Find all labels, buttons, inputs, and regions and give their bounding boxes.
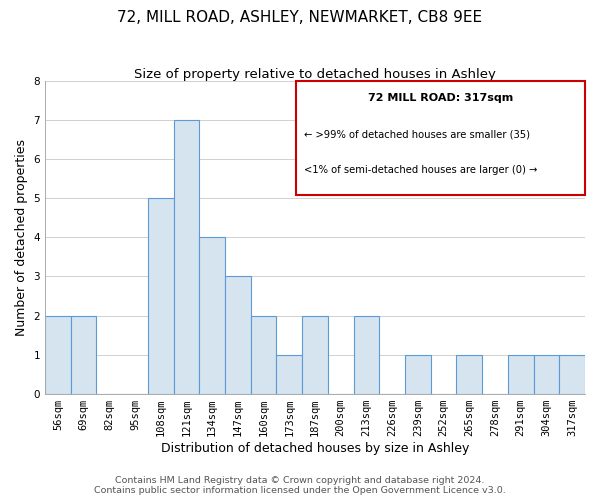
Bar xyxy=(457,355,482,394)
Text: 72 MILL ROAD: 317sqm: 72 MILL ROAD: 317sqm xyxy=(368,93,513,103)
Text: 72, MILL ROAD, ASHLEY, NEWMARKET, CB8 9EE: 72, MILL ROAD, ASHLEY, NEWMARKET, CB8 9E… xyxy=(118,10,482,25)
Bar xyxy=(353,316,379,394)
Bar xyxy=(508,355,533,394)
Bar xyxy=(148,198,173,394)
Bar xyxy=(533,355,559,394)
Bar xyxy=(199,238,225,394)
Bar xyxy=(251,316,277,394)
Text: Contains HM Land Registry data © Crown copyright and database right 2024.
Contai: Contains HM Land Registry data © Crown c… xyxy=(94,476,506,495)
X-axis label: Distribution of detached houses by size in Ashley: Distribution of detached houses by size … xyxy=(161,442,469,455)
Bar xyxy=(302,316,328,394)
FancyBboxPatch shape xyxy=(296,80,585,195)
Text: <1% of semi-detached houses are larger (0) →: <1% of semi-detached houses are larger (… xyxy=(304,165,538,175)
Bar xyxy=(405,355,431,394)
Bar xyxy=(71,316,97,394)
Bar xyxy=(225,276,251,394)
Bar xyxy=(173,120,199,394)
Bar xyxy=(277,355,302,394)
Y-axis label: Number of detached properties: Number of detached properties xyxy=(15,139,28,336)
Text: ← >99% of detached houses are smaller (35): ← >99% of detached houses are smaller (3… xyxy=(304,129,530,139)
Bar xyxy=(559,355,585,394)
Title: Size of property relative to detached houses in Ashley: Size of property relative to detached ho… xyxy=(134,68,496,80)
Bar xyxy=(45,316,71,394)
